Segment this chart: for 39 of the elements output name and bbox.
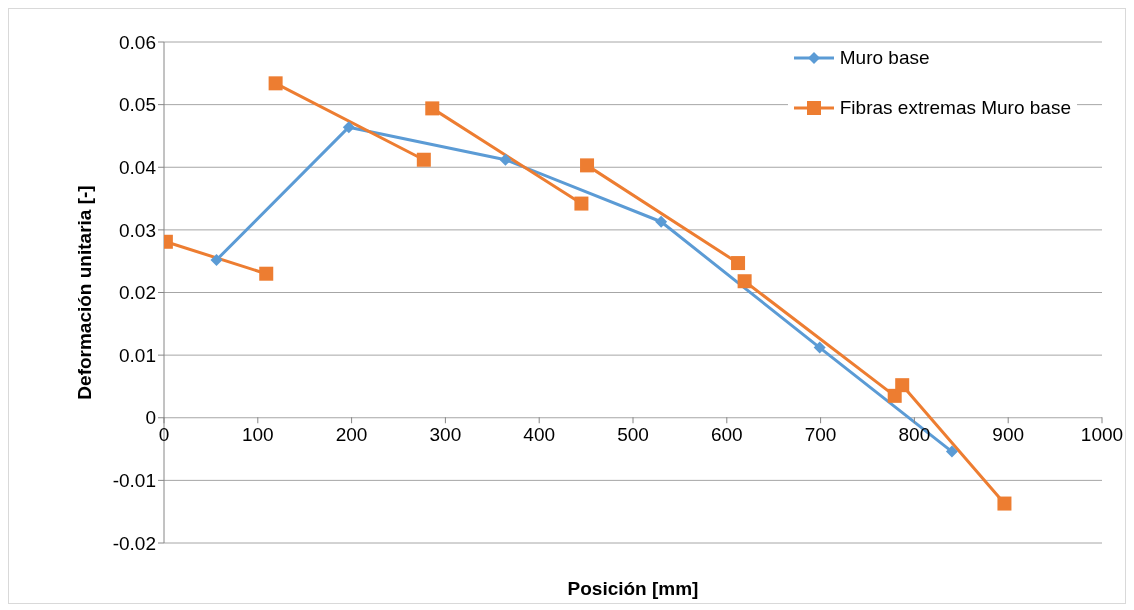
x-tick-label: 100 (241, 424, 274, 446)
point (731, 256, 746, 271)
x-axis-title: Posición [mm] (567, 578, 699, 599)
x-tick-label: 500 (617, 424, 649, 446)
point (895, 378, 910, 393)
x-tick-label: 200 (335, 424, 368, 446)
point (574, 196, 589, 211)
y-tick-label: -0.01 (112, 470, 156, 492)
point (737, 274, 752, 289)
x-tick-label: 400 (523, 424, 556, 446)
y-axis-title: Deformación unitaria [-] (73, 185, 95, 400)
point (210, 253, 223, 266)
point (259, 266, 274, 281)
point (945, 445, 958, 458)
point (425, 101, 440, 116)
y-tick-label: 0.04 (119, 156, 157, 178)
x-tick-label: 1000 (1080, 424, 1124, 446)
y-tick-label: 0 (145, 407, 156, 429)
point (655, 215, 668, 228)
x-tick-label: 700 (804, 424, 837, 446)
y-tick-label: 0.06 (119, 31, 156, 53)
y-tick-label: 0.03 (119, 219, 156, 241)
legend-label: Fibras extremas Muro base (839, 97, 1071, 119)
point (416, 152, 431, 167)
x-tick-label: 800 (898, 424, 931, 446)
y-tick-label: 0.05 (119, 94, 156, 116)
y-tick-label: -0.02 (112, 532, 156, 554)
point (499, 153, 512, 166)
point (268, 76, 283, 91)
y-tick-label: 0.02 (119, 282, 156, 304)
x-tick-label: 600 (710, 424, 743, 446)
legend-label: Muro base (839, 47, 930, 69)
point (997, 496, 1012, 511)
point (580, 158, 595, 173)
point (342, 121, 355, 134)
x-tick-label: 900 (992, 424, 1025, 446)
x-tick-label: 300 (429, 424, 462, 446)
point (813, 341, 826, 354)
y-tick-label: 0.01 (119, 344, 156, 366)
